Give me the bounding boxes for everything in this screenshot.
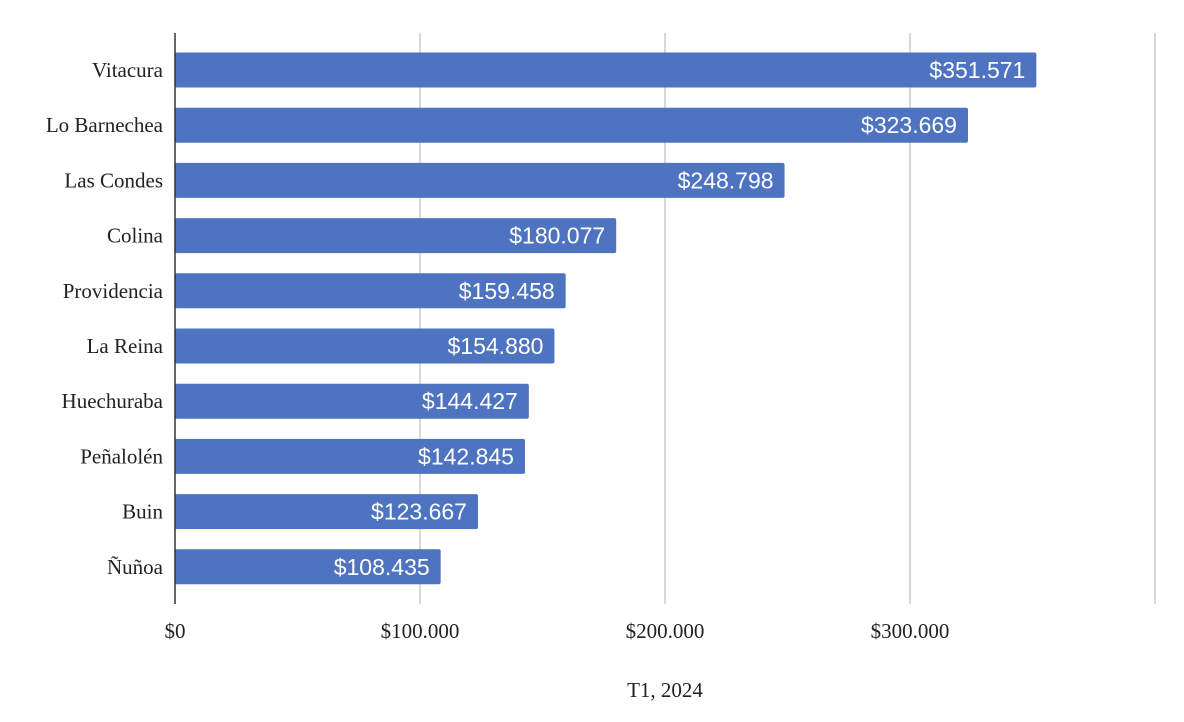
data-label: $351.571 (929, 57, 1025, 83)
category-label: Providencia (63, 279, 164, 303)
x-tick-label: $300.000 (871, 619, 950, 643)
x-tick-label: $0 (165, 619, 186, 643)
data-label: $180.077 (509, 223, 605, 249)
bar (175, 549, 441, 585)
bars (175, 52, 1037, 585)
data-label: $159.458 (459, 278, 555, 304)
data-label: $123.667 (371, 499, 467, 525)
category-label: Huechuraba (62, 389, 164, 413)
bar (175, 162, 785, 198)
labels: $0 $100.000 $200.000 $300.000 Vitacura $351.5… (46, 57, 1026, 643)
bar (175, 52, 1037, 88)
bar (175, 273, 566, 309)
category-label: Vitacura (92, 58, 164, 82)
data-label: $154.880 (448, 333, 544, 359)
data-label: $142.845 (418, 443, 514, 469)
bar (175, 218, 617, 254)
category-label: Lo Barnechea (46, 113, 164, 137)
category-label: Ñuñoa (107, 555, 164, 579)
bar (175, 438, 525, 474)
bar (175, 328, 555, 364)
bar (175, 107, 968, 143)
category-label: Buin (122, 500, 163, 524)
data-label: $323.669 (861, 112, 957, 138)
bar (175, 494, 478, 530)
x-tick-label: $200.000 (626, 619, 705, 643)
category-label: Colina (107, 224, 164, 248)
data-label: $144.427 (422, 388, 518, 414)
category-label: La Reina (87, 334, 164, 358)
x-axis-title: T1, 2024 (627, 678, 703, 702)
x-tick-label: $100.000 (381, 619, 460, 643)
bar (175, 383, 529, 419)
data-label: $248.798 (678, 167, 774, 193)
data-label: $108.435 (334, 554, 430, 580)
category-label: Las Condes (64, 168, 163, 192)
category-label: Peñalolén (80, 444, 163, 468)
